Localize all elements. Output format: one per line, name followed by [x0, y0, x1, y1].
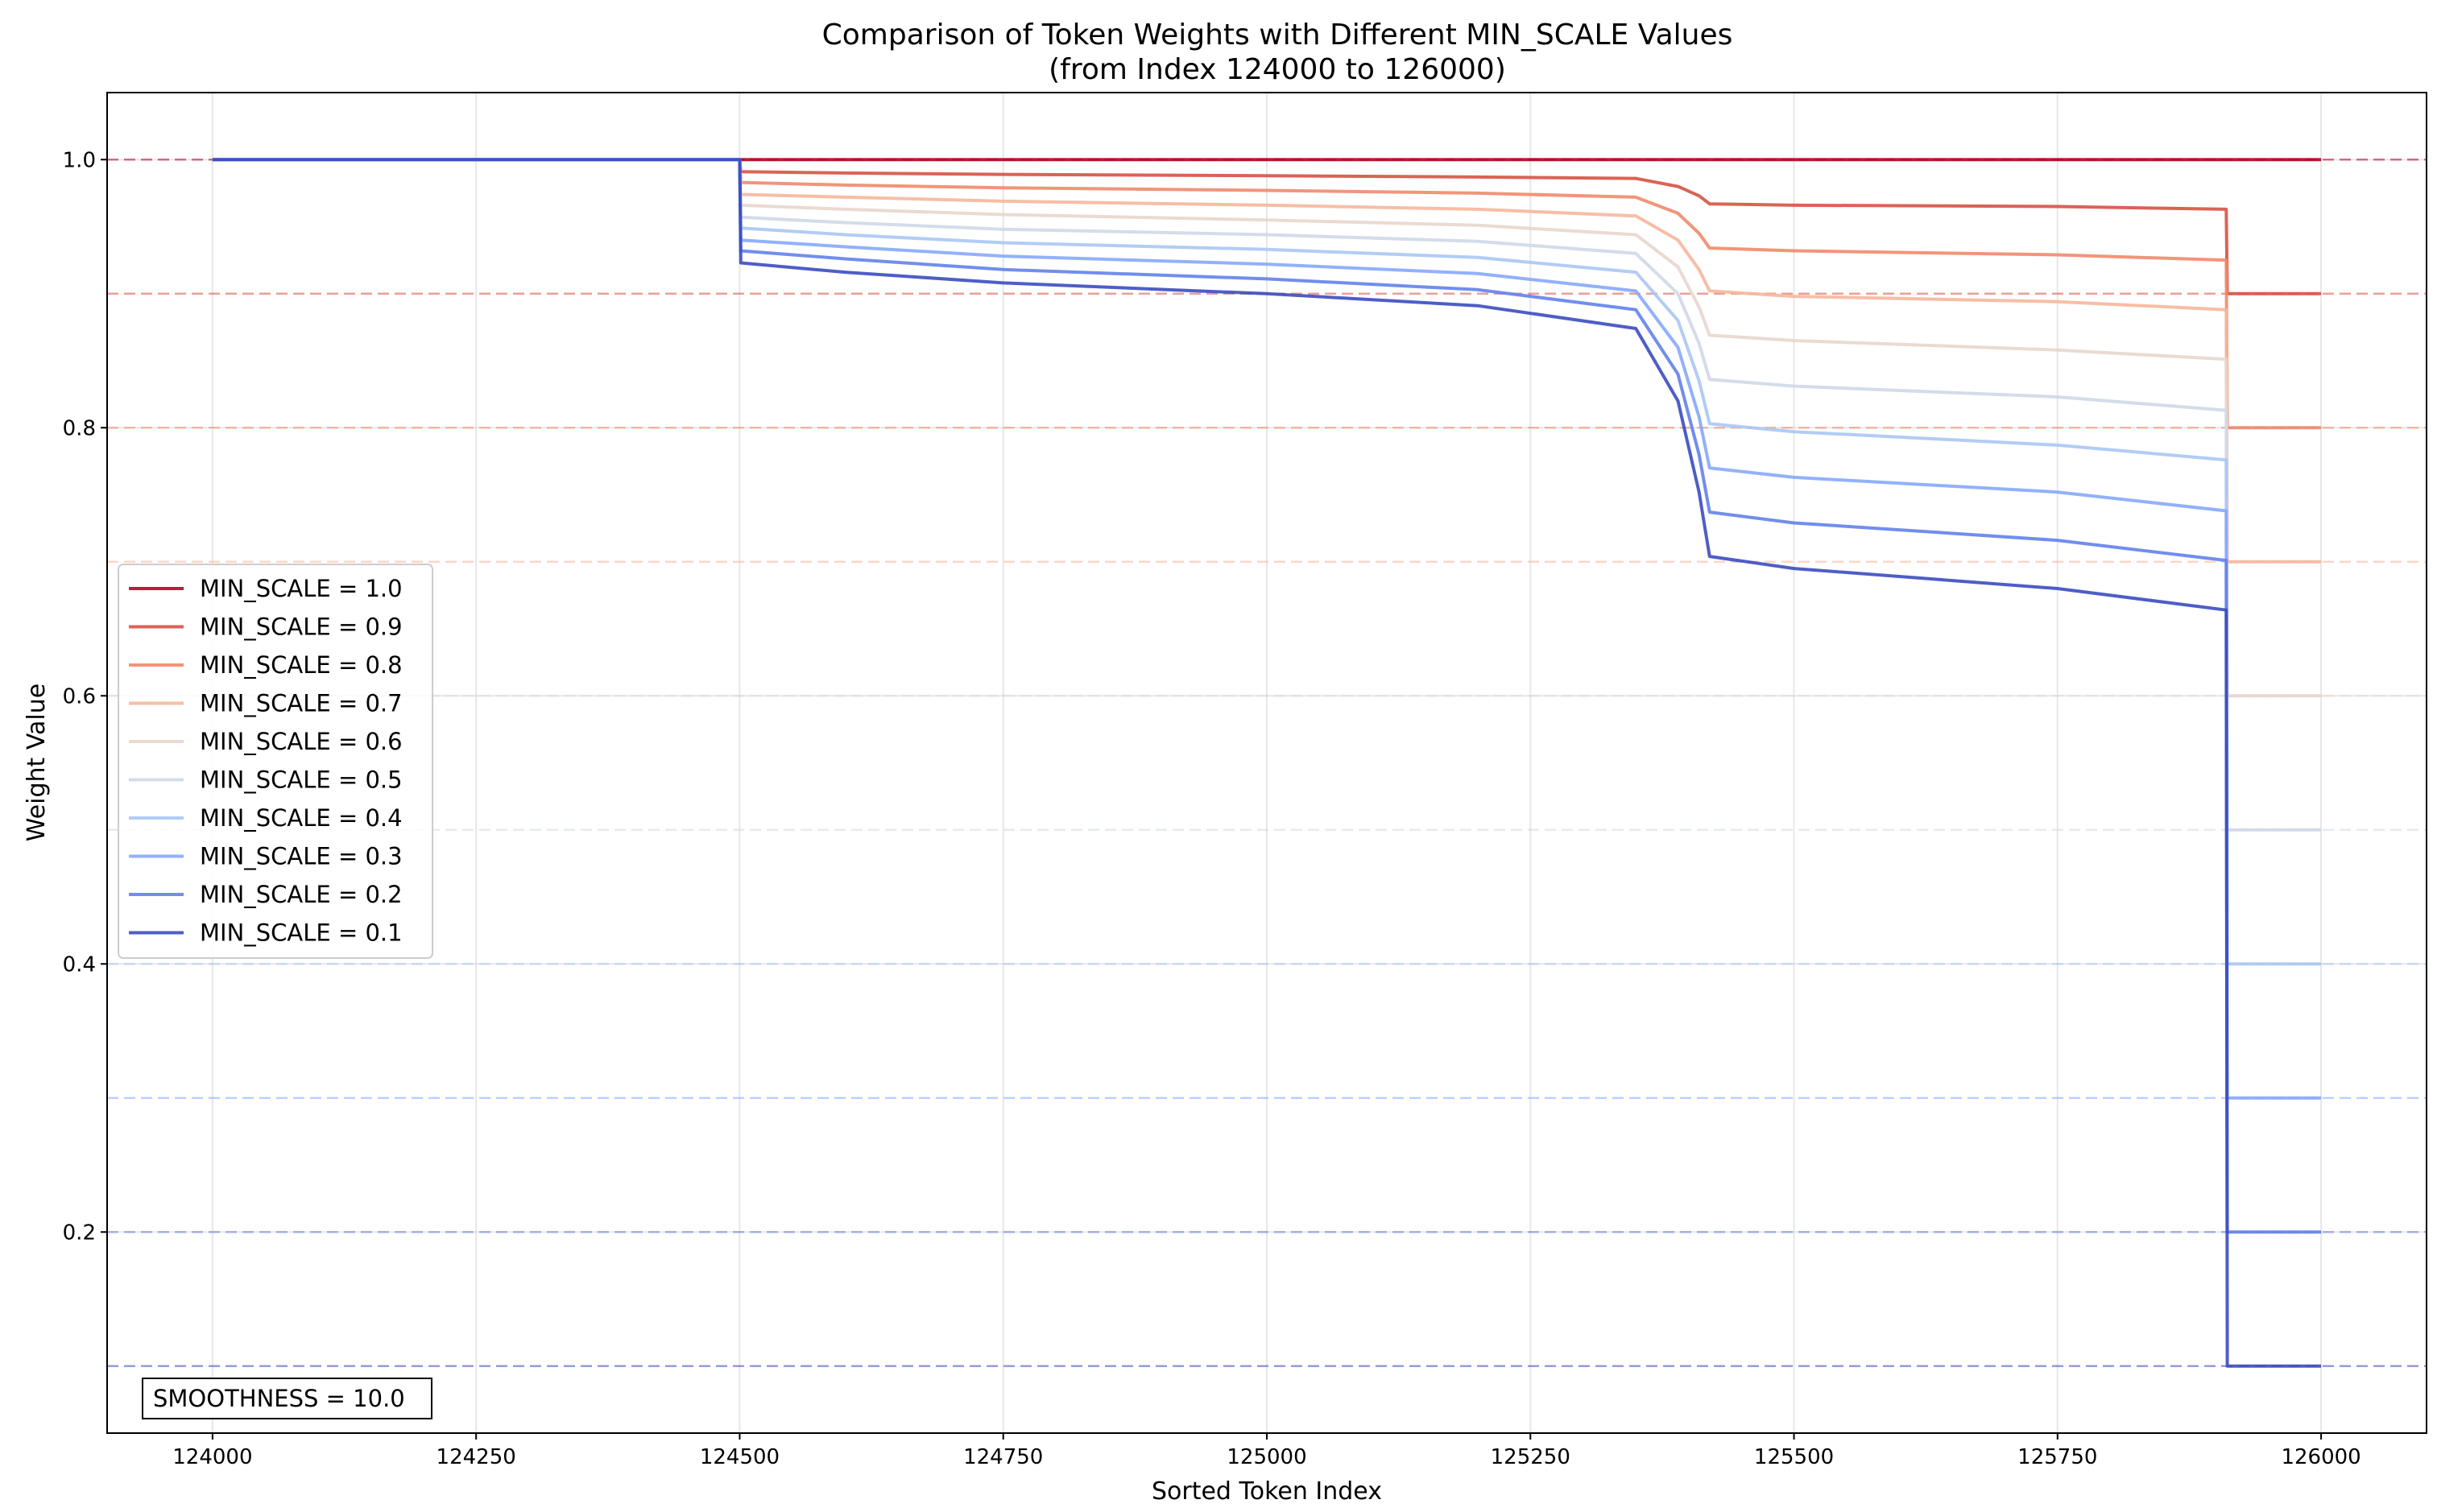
series-line: [212, 158, 2322, 832]
annotation-text: SMOOTHNESS = 10.0: [153, 1385, 405, 1412]
legend-label: MIN_SCALE = 0.5: [200, 766, 403, 794]
y-tick-label: 0.6: [63, 684, 96, 708]
y-axis-label: Weight Value: [23, 684, 51, 841]
x-tick-label: 124750: [963, 1445, 1043, 1469]
x-tick-label: 125500: [1754, 1445, 1834, 1469]
series-lines: [212, 158, 2322, 1368]
y-tick-label: 0.2: [63, 1221, 96, 1245]
x-tick-label: 125250: [1491, 1445, 1570, 1469]
x-tick-label: 125750: [2017, 1445, 2097, 1469]
legend-label: MIN_SCALE = 0.8: [200, 651, 403, 679]
series-line: [212, 158, 2322, 430]
chart-title: Comparison of Token Weights with Differe…: [822, 19, 1733, 52]
x-tick-label: 124250: [437, 1445, 516, 1469]
x-tick-label: 124500: [700, 1445, 780, 1469]
series-line: [212, 158, 2322, 698]
series-line: [212, 158, 2322, 295]
series-line: [212, 158, 2322, 966]
annotation-box: [142, 1378, 432, 1419]
legend-label: MIN_SCALE = 1.0: [200, 575, 403, 602]
legend-label: MIN_SCALE = 0.3: [200, 843, 403, 870]
x-tick-label: 124000: [172, 1445, 252, 1469]
legend-label: MIN_SCALE = 0.4: [200, 804, 403, 832]
y-axis-ticks: 0.2 0.4 0.6 0.8 1.0: [63, 148, 107, 1245]
smoothness-annotation: SMOOTHNESS = 10.0: [142, 1378, 432, 1419]
legend: MIN_SCALE = 1.0 MIN_SCALE = 0.9 MIN_SCALE …: [118, 564, 433, 959]
chart-subtitle: (from Index 124000 to 126000): [1049, 53, 1506, 86]
y-tick-label: 1.0: [63, 148, 96, 172]
x-axis-label: Sorted Token Index: [1152, 1477, 1382, 1506]
series-line: [212, 158, 2322, 1100]
legend-label: MIN_SCALE = 0.9: [200, 613, 403, 641]
legend-label: MIN_SCALE = 0.2: [200, 881, 403, 908]
x-axis-ticks: 124000 124250 124500 124750 125000 125250 1255…: [172, 1433, 2361, 1469]
series-line: [212, 158, 2322, 564]
x-tick-label: 126000: [2281, 1445, 2360, 1469]
legend-items: MIN_SCALE = 1.0 MIN_SCALE = 0.9 MIN_SCALE …: [129, 575, 403, 947]
series-line: [212, 158, 2322, 1368]
legend-label: MIN_SCALE = 0.7: [200, 690, 403, 717]
x-tick-label: 125000: [1227, 1445, 1306, 1469]
series-line: [212, 158, 2322, 1234]
y-tick-label: 0.8: [63, 416, 96, 440]
y-tick-label: 0.4: [63, 952, 96, 977]
legend-label: MIN_SCALE = 0.6: [200, 728, 403, 755]
legend-box: [118, 564, 433, 959]
legend-label: MIN_SCALE = 0.1: [200, 919, 403, 947]
